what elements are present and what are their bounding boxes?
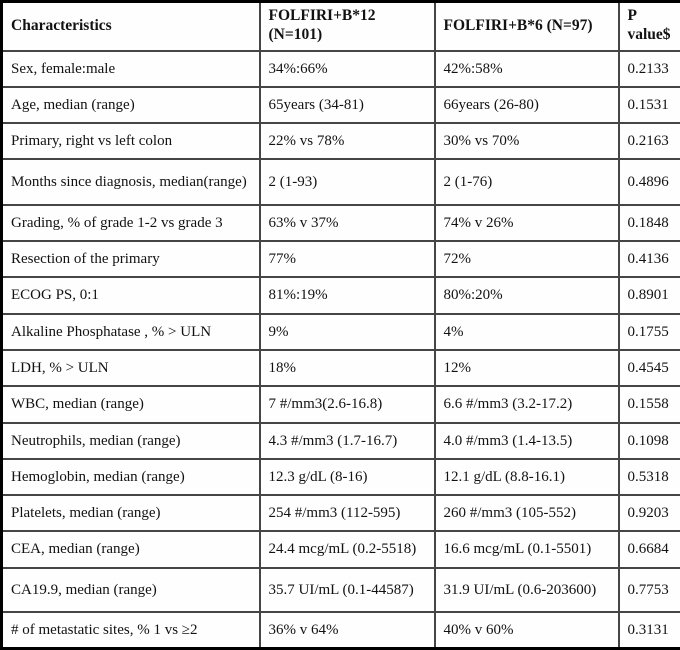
p-value-cell: 0.1848 <box>617 203 680 243</box>
table-row: WBC, median (range) 7 #/mm3(2.6-16.8) 6.6 … <box>0 385 680 424</box>
characteristic-cell: Neutrophils, median (range) <box>0 421 261 460</box>
p-value-cell: 0.1531 <box>617 85 680 125</box>
characteristic-cell: Resection of the primary <box>0 240 261 279</box>
characteristic-cell: LDH, % > ULN <box>0 348 261 388</box>
header-row: Characteristics FOLFIRI+B*12 (N=101) FOL… <box>0 0 680 52</box>
p-value-cell: 0.4545 <box>617 348 680 388</box>
folfiri-b12-cell: 4.3 #/mm3 (1.7-16.7) <box>258 421 436 460</box>
p-value-cell: 0.8901 <box>617 276 680 315</box>
folfiri-b6-cell: 260 #/mm3 (105-552) <box>433 494 620 533</box>
characteristic-cell: Sex, female:male <box>0 49 261 88</box>
characteristic-cell: WBC, median (range) <box>0 385 261 424</box>
p-value-cell: 0.7753 <box>617 566 680 614</box>
p-value-cell: 0.6684 <box>617 530 680 569</box>
folfiri-b12-cell: 36% v 64% <box>258 611 436 650</box>
table-row: Age, median (range) 65years (34-81) 66year… <box>0 85 680 125</box>
table-row: Resection of the primary 77% 72% 0.4136 <box>0 240 680 279</box>
folfiri-b6-cell: 12.1 g/dL (8.8-16.1) <box>433 457 620 497</box>
folfiri-b12-cell: 81%:19% <box>258 276 436 315</box>
folfiri-b6-cell: 40% v 60% <box>433 611 620 650</box>
characteristic-cell: Platelets, median (range) <box>0 494 261 533</box>
characteristic-cell: Primary, right vs left colon <box>0 122 261 161</box>
folfiri-b6-cell: 4.0 #/mm3 (1.4-13.5) <box>433 421 620 460</box>
table-row: ECOG PS, 0:1 81%:19% 80%:20% 0.8901 <box>0 276 680 315</box>
folfiri-b6-cell: 16.6 mcg/mL (0.1-5501) <box>433 530 620 569</box>
folfiri-b6-cell: 42%:58% <box>433 49 620 88</box>
folfiri-b6-cell: 66years (26-80) <box>433 85 620 125</box>
folfiri-b12-cell: 63% v 37% <box>258 203 436 243</box>
characteristic-cell: Months since diagnosis, median(range) <box>0 158 261 206</box>
p-value-cell: 0.9203 <box>617 494 680 533</box>
p-value-cell: 0.4136 <box>617 240 680 279</box>
folfiri-b6-cell: 12% <box>433 348 620 388</box>
folfiri-b12-cell: 65years (34-81) <box>258 85 436 125</box>
folfiri-b12-cell: 18% <box>258 348 436 388</box>
characteristic-cell: CA19.9, median (range) <box>0 566 261 614</box>
characteristic-cell: CEA, median (range) <box>0 530 261 569</box>
folfiri-b12-cell: 254 #/mm3 (112-595) <box>258 494 436 533</box>
folfiri-b12-cell: 35.7 UI/mL (0.1-44587) <box>258 566 436 614</box>
table-row: # of metastatic sites, % 1 vs ≥2 36% v 64… <box>0 611 680 650</box>
folfiri-b12-cell: 12.3 g/dL (8-16) <box>258 457 436 497</box>
folfiri-b6-cell: 72% <box>433 240 620 279</box>
p-value-cell: 0.1755 <box>617 312 680 351</box>
folfiri-b12-cell: 2 (1-93) <box>258 158 436 206</box>
characteristic-cell: Grading, % of grade 1-2 vs grade 3 <box>0 203 261 243</box>
p-value-cell: 0.2163 <box>617 122 680 161</box>
table-row: Months since diagnosis, median(range) 2 (… <box>0 158 680 206</box>
table-row: Alkaline Phosphatase , % > ULN 9% 4% 0.1755 <box>0 312 680 351</box>
table-row: Primary, right vs left colon 22% vs 78% 30… <box>0 122 680 161</box>
p-value-cell: 0.1558 <box>617 385 680 424</box>
characteristic-cell: ECOG PS, 0:1 <box>0 276 261 315</box>
header-folfiri-b6: FOLFIRI+B*6 (N=97) <box>433 0 620 52</box>
header-p-value: P value$ <box>617 0 680 52</box>
table-row: LDH, % > ULN 18% 12% 0.4545 <box>0 348 680 388</box>
folfiri-b12-cell: 77% <box>258 240 436 279</box>
header-characteristics: Characteristics <box>0 0 261 52</box>
folfiri-b12-cell: 7 #/mm3(2.6-16.8) <box>258 385 436 424</box>
p-value-cell: 0.4896 <box>617 158 680 206</box>
folfiri-b6-cell: 30% vs 70% <box>433 122 620 161</box>
folfiri-b12-cell: 24.4 mcg/mL (0.2-5518) <box>258 530 436 569</box>
folfiri-b6-cell: 2 (1-76) <box>433 158 620 206</box>
table-row: Grading, % of grade 1-2 vs grade 3 63% v … <box>0 203 680 243</box>
characteristic-cell: Alkaline Phosphatase , % > ULN <box>0 312 261 351</box>
p-value-cell: 0.1098 <box>617 421 680 460</box>
folfiri-b12-cell: 34%:66% <box>258 49 436 88</box>
table-header: Characteristics FOLFIRI+B*12 (N=101) FOL… <box>0 0 680 52</box>
table-row: CEA, median (range) 24.4 mcg/mL (0.2-5518… <box>0 530 680 569</box>
table-body: Sex, female:male 34%:66% 42%:58% 0.2133 Age,… <box>0 49 680 650</box>
p-value-cell: 0.5318 <box>617 457 680 497</box>
folfiri-b12-cell: 22% vs 78% <box>258 122 436 161</box>
characteristic-cell: # of metastatic sites, % 1 vs ≥2 <box>0 611 261 650</box>
table-row: CA19.9, median (range) 35.7 UI/mL (0.1-44… <box>0 566 680 614</box>
characteristic-cell: Age, median (range) <box>0 85 261 125</box>
characteristic-cell: Hemoglobin, median (range) <box>0 457 261 497</box>
p-value-cell: 0.2133 <box>617 49 680 88</box>
table-row: Neutrophils, median (range) 4.3 #/mm3 (1.… <box>0 421 680 460</box>
table-row: Hemoglobin, median (range) 12.3 g/dL (8-1… <box>0 457 680 497</box>
folfiri-b6-cell: 4% <box>433 312 620 351</box>
folfiri-b6-cell: 31.9 UI/mL (0.6-203600) <box>433 566 620 614</box>
table-row: Sex, female:male 34%:66% 42%:58% 0.2133 <box>0 49 680 88</box>
p-value-cell: 0.3131 <box>617 611 680 650</box>
table-row: Platelets, median (range) 254 #/mm3 (112-… <box>0 494 680 533</box>
folfiri-b6-cell: 6.6 #/mm3 (3.2-17.2) <box>433 385 620 424</box>
folfiri-b6-cell: 74% v 26% <box>433 203 620 243</box>
folfiri-b12-cell: 9% <box>258 312 436 351</box>
header-folfiri-b12: FOLFIRI+B*12 (N=101) <box>258 0 436 52</box>
folfiri-b6-cell: 80%:20% <box>433 276 620 315</box>
